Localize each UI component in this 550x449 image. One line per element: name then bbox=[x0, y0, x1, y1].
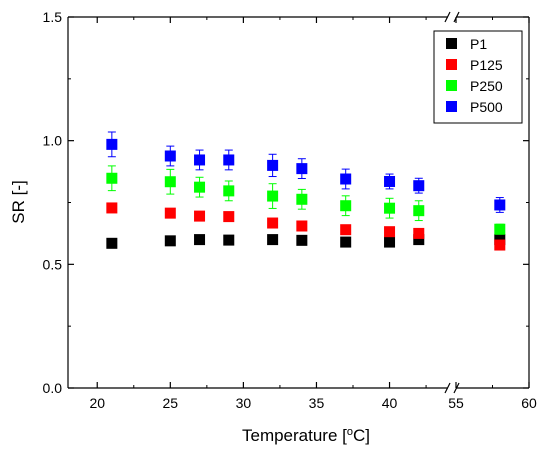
data-point bbox=[340, 224, 352, 236]
data-point bbox=[340, 236, 352, 248]
data-point bbox=[494, 199, 506, 211]
legend-marker bbox=[446, 38, 457, 49]
data-point bbox=[223, 211, 235, 223]
legend-marker bbox=[446, 80, 457, 91]
data-point bbox=[296, 163, 308, 175]
x-axis-label-main: Temperature [ bbox=[242, 426, 347, 445]
data-point bbox=[413, 205, 425, 217]
data-point bbox=[106, 202, 118, 214]
data-point bbox=[413, 234, 425, 246]
series-p125 bbox=[106, 202, 506, 251]
data-point bbox=[413, 227, 425, 239]
data-point bbox=[267, 159, 279, 171]
plot-area: 0.0 0.5 1.0 1.5 20 25 30 35 40 55 60 P1 P125 P250 P500 bbox=[43, 9, 537, 411]
data-point bbox=[340, 173, 352, 185]
legend-label: P500 bbox=[470, 99, 503, 115]
data-point bbox=[194, 181, 206, 193]
data-point bbox=[106, 138, 118, 150]
series-p250 bbox=[106, 165, 506, 235]
legend-marker bbox=[446, 101, 457, 112]
x-tick-label: 30 bbox=[236, 395, 252, 411]
legend-label: P1 bbox=[470, 36, 487, 52]
x-tick-label: 25 bbox=[163, 395, 179, 411]
data-point bbox=[164, 235, 176, 247]
y-axis-label: SR [-] bbox=[9, 180, 28, 223]
data-point bbox=[106, 237, 118, 249]
x-tick-label: 20 bbox=[89, 395, 105, 411]
data-point bbox=[223, 154, 235, 166]
data-point bbox=[296, 220, 308, 232]
data-point bbox=[223, 234, 235, 246]
x-tick-label: 40 bbox=[382, 395, 398, 411]
x-tick-label: 60 bbox=[521, 395, 537, 411]
legend: P1 P125 P250 P500 bbox=[433, 30, 523, 124]
legend-label: P250 bbox=[470, 78, 503, 94]
legend-marker bbox=[446, 59, 457, 70]
data-point bbox=[223, 185, 235, 197]
data-point bbox=[296, 234, 308, 246]
data-point bbox=[384, 175, 396, 187]
y-tick-label: 1.5 bbox=[43, 9, 63, 25]
legend-label: P125 bbox=[470, 57, 503, 73]
data-point bbox=[164, 176, 176, 188]
data-point bbox=[194, 210, 206, 222]
data-point bbox=[494, 239, 506, 251]
data-point bbox=[267, 190, 279, 202]
data-point bbox=[384, 202, 396, 214]
data-point bbox=[267, 234, 279, 246]
data-point bbox=[413, 180, 425, 192]
x-tick-label: 35 bbox=[309, 395, 325, 411]
data-point bbox=[296, 193, 308, 205]
x-axis-label-suffix: C] bbox=[353, 426, 370, 445]
data-point bbox=[494, 223, 506, 235]
data-point bbox=[340, 200, 352, 212]
data-point bbox=[384, 226, 396, 238]
data-point bbox=[164, 207, 176, 219]
data-point bbox=[106, 172, 118, 184]
data-point bbox=[384, 236, 396, 248]
data-point bbox=[194, 154, 206, 166]
y-tick-label: 0.0 bbox=[43, 380, 63, 396]
axis-break-mark bbox=[444, 382, 451, 394]
data-point bbox=[267, 217, 279, 229]
y-tick-label: 1.0 bbox=[43, 133, 63, 149]
x-axis-label-unit: o bbox=[347, 426, 353, 438]
series-p500 bbox=[106, 131, 506, 213]
x-tick-label: 55 bbox=[448, 395, 464, 411]
x-axis-label: Temperature [oC] bbox=[242, 426, 370, 445]
series-p1 bbox=[106, 234, 506, 249]
data-point bbox=[194, 234, 206, 246]
y-tick-label: 0.5 bbox=[43, 256, 63, 272]
axis-break-mark bbox=[444, 11, 451, 23]
data-point bbox=[164, 150, 176, 162]
